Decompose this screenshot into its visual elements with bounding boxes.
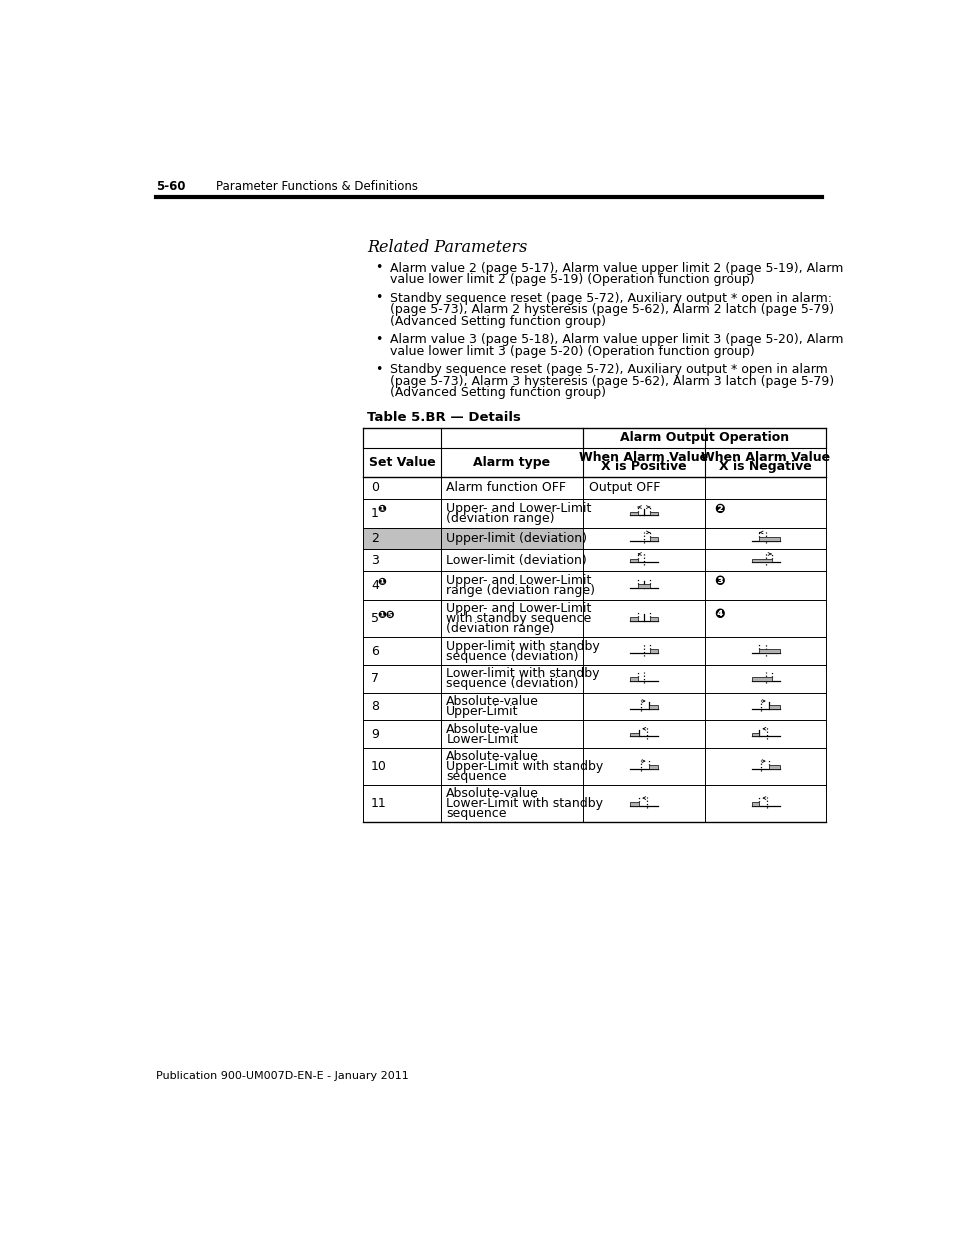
Text: 2: 2 <box>371 532 378 545</box>
Bar <box>648 705 658 709</box>
Text: ❸: ❸ <box>714 576 724 588</box>
Text: Alarm type: Alarm type <box>473 456 550 469</box>
Text: Parameter Functions & Definitions: Parameter Functions & Definitions <box>216 180 417 193</box>
Text: (Advanced Setting function group): (Advanced Setting function group) <box>390 385 606 399</box>
Text: When Alarm Value: When Alarm Value <box>700 451 829 464</box>
Text: •: • <box>375 262 382 274</box>
Text: Absolute-value: Absolute-value <box>446 695 538 708</box>
Bar <box>751 802 759 805</box>
Text: ❶❺: ❶❺ <box>377 610 395 620</box>
Bar <box>751 558 771 562</box>
Text: X is Negative: X is Negative <box>719 461 811 473</box>
Text: Alarm function OFF: Alarm function OFF <box>446 482 566 494</box>
Text: (deviation range): (deviation range) <box>446 622 555 635</box>
Bar <box>649 618 658 621</box>
Text: Upper- and Lower-Limit: Upper- and Lower-Limit <box>446 603 591 615</box>
Bar <box>629 511 637 515</box>
Bar <box>363 527 582 550</box>
Text: Lower-limit (deviation): Lower-limit (deviation) <box>446 553 586 567</box>
Bar <box>629 802 639 805</box>
Text: •: • <box>375 291 382 304</box>
Text: 11: 11 <box>371 797 387 810</box>
Text: 4: 4 <box>371 579 378 592</box>
Text: Absolute-value: Absolute-value <box>446 750 538 763</box>
Text: (page 5-73), Alarm 2 hysteresis (page 5-62), Alarm 2 latch (page 5-79): (page 5-73), Alarm 2 hysteresis (page 5-… <box>390 304 834 316</box>
Text: X is Positive: X is Positive <box>600 461 686 473</box>
Bar <box>768 705 779 709</box>
Text: Lower-Limit: Lower-Limit <box>446 732 518 746</box>
Bar <box>751 732 759 736</box>
Bar <box>629 618 637 621</box>
Text: 9: 9 <box>371 727 378 741</box>
Bar <box>759 650 779 653</box>
Bar <box>629 677 637 680</box>
Text: 7: 7 <box>371 672 378 685</box>
Bar <box>637 584 649 588</box>
Text: Standby sequence reset (page 5-72), Auxiliary output * open in alarm: Standby sequence reset (page 5-72), Auxi… <box>390 363 827 377</box>
Text: with standby sequence: with standby sequence <box>446 613 591 625</box>
Text: sequence (deviation): sequence (deviation) <box>446 677 578 690</box>
Text: sequence: sequence <box>446 769 506 783</box>
Bar <box>751 677 771 680</box>
Text: Absolute-value: Absolute-value <box>446 722 538 736</box>
Text: Standby sequence reset (page 5-72), Auxiliary output * open in alarm:: Standby sequence reset (page 5-72), Auxi… <box>390 293 832 305</box>
Bar <box>648 764 658 769</box>
Bar <box>649 511 658 515</box>
Text: Upper-limit with standby: Upper-limit with standby <box>446 640 599 652</box>
Bar <box>649 537 658 541</box>
Text: Upper-Limit with standby: Upper-Limit with standby <box>446 760 603 773</box>
Text: (deviation range): (deviation range) <box>446 511 555 525</box>
Text: value lower limit 3 (page 5-20) (Operation function group): value lower limit 3 (page 5-20) (Operati… <box>390 345 755 358</box>
Text: 8: 8 <box>371 700 378 713</box>
Text: Upper- and Lower-Limit: Upper- and Lower-Limit <box>446 501 591 515</box>
Bar <box>629 558 637 562</box>
Text: sequence (deviation): sequence (deviation) <box>446 650 578 662</box>
Text: Alarm value 3 (page 5-18), Alarm value upper limit 3 (page 5-20), Alarm: Alarm value 3 (page 5-18), Alarm value u… <box>390 333 843 346</box>
Text: (Advanced Setting function group): (Advanced Setting function group) <box>390 315 606 327</box>
Text: Lower-limit with standby: Lower-limit with standby <box>446 667 599 680</box>
Text: •: • <box>375 363 382 375</box>
Text: 3: 3 <box>371 553 378 567</box>
Text: When Alarm Value: When Alarm Value <box>578 451 708 464</box>
Text: sequence: sequence <box>446 806 506 820</box>
Text: Upper-Limit: Upper-Limit <box>446 705 518 718</box>
Bar <box>649 650 658 653</box>
Text: (page 5-73), Alarm 3 hysteresis (page 5-62), Alarm 3 latch (page 5-79): (page 5-73), Alarm 3 hysteresis (page 5-… <box>390 374 834 388</box>
Text: 10: 10 <box>371 760 387 773</box>
Text: value lower limit 2 (page 5-19) (Operation function group): value lower limit 2 (page 5-19) (Operati… <box>390 273 755 287</box>
Text: 5: 5 <box>371 613 378 625</box>
Text: ❷: ❷ <box>714 503 724 516</box>
Text: 5-60: 5-60 <box>155 180 185 193</box>
Text: ❶: ❶ <box>377 504 386 514</box>
Text: 0: 0 <box>371 482 378 494</box>
Bar <box>768 764 779 769</box>
Text: ❹: ❹ <box>714 609 724 621</box>
Bar <box>759 537 779 541</box>
Text: 6: 6 <box>371 645 378 657</box>
Text: 1: 1 <box>371 506 378 520</box>
Text: Alarm value 2 (page 5-17), Alarm value upper limit 2 (page 5-19), Alarm: Alarm value 2 (page 5-17), Alarm value u… <box>390 262 843 275</box>
Text: ❶: ❶ <box>377 577 386 587</box>
Text: Publication 900-UM007D-EN-E - January 2011: Publication 900-UM007D-EN-E - January 20… <box>155 1071 408 1081</box>
Text: •: • <box>375 332 382 346</box>
Text: Lower-Limit with standby: Lower-Limit with standby <box>446 797 602 810</box>
Text: range (deviation range): range (deviation range) <box>446 584 595 597</box>
Text: Related Parameters: Related Parameters <box>367 240 527 256</box>
Text: Output OFF: Output OFF <box>588 482 659 494</box>
Text: Absolute-value: Absolute-value <box>446 787 538 800</box>
Text: Table 5.BR — Details: Table 5.BR — Details <box>367 411 520 424</box>
Text: Upper- and Lower-Limit: Upper- and Lower-Limit <box>446 574 591 587</box>
Text: Alarm Output Operation: Alarm Output Operation <box>619 431 788 445</box>
Text: Set Value: Set Value <box>369 456 435 469</box>
Text: Upper-limit (deviation): Upper-limit (deviation) <box>446 532 587 545</box>
Bar <box>629 732 639 736</box>
